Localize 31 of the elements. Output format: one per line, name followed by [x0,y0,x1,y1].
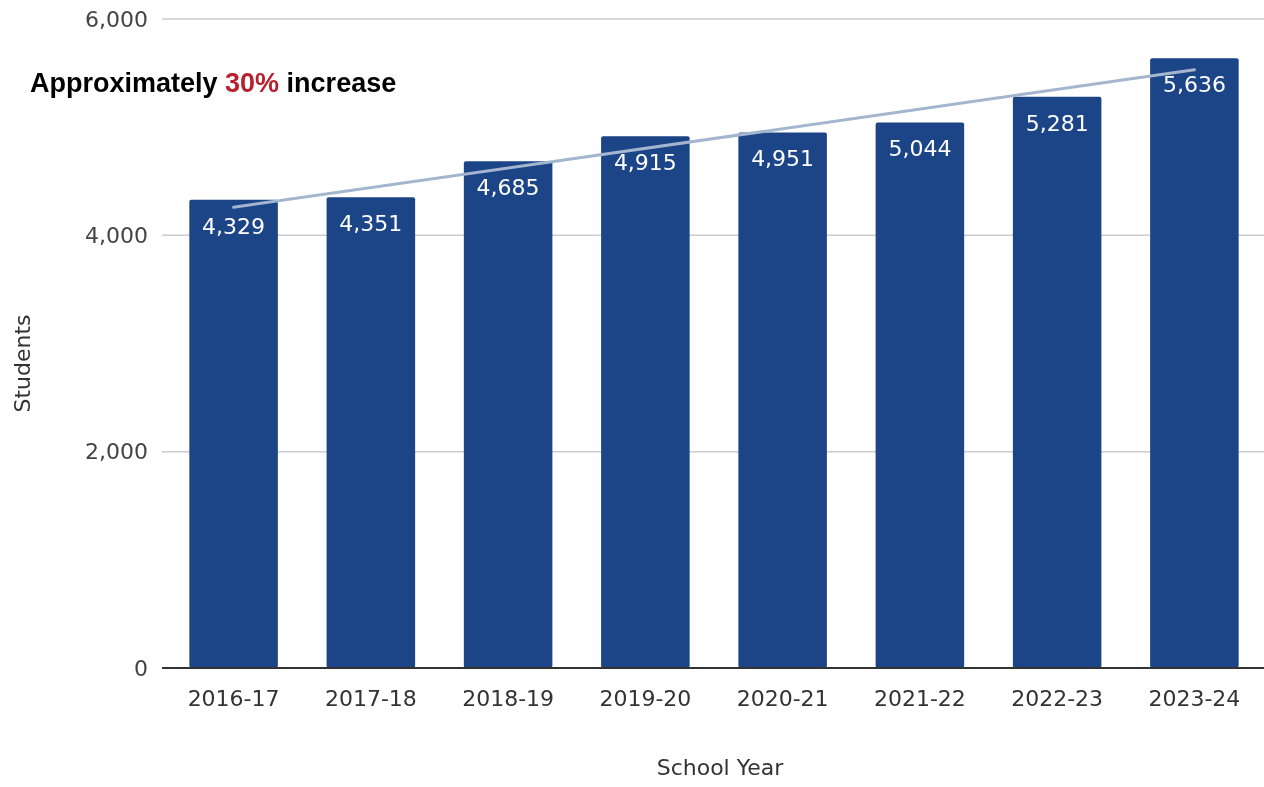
data-label: 4,685 [476,175,540,201]
bar [1012,96,1102,668]
bar [875,122,965,668]
y-axis-title: Students [10,314,35,413]
bar [326,197,416,668]
bar [1150,58,1239,668]
y-tick-label: 2,000 [85,439,148,465]
y-tick-label: 0 [134,655,148,681]
y-tick-label: 6,000 [85,6,148,32]
x-tick-label: 2017-18 [324,686,417,711]
x-tick-label: 2020-21 [736,686,829,711]
bar [189,199,278,668]
data-label: 5,044 [888,136,952,162]
data-label: 4,329 [202,213,266,239]
bar [463,161,553,668]
y-tick-label: 4,000 [85,223,148,249]
data-label: 5,636 [1162,72,1226,98]
data-label: 5,281 [1025,110,1089,136]
x-tick-label: 2019-20 [599,686,692,711]
bar [601,136,690,668]
data-label: 4,351 [339,211,403,237]
x-tick-label: 2018-19 [462,686,555,711]
data-label: 4,915 [613,150,677,176]
x-tick-label: 2016-17 [187,686,280,711]
x-tick-label: 2021-22 [873,686,966,711]
x-tick-label: 2022-23 [1011,686,1104,711]
annotation: Approximately 30% increase [30,68,397,98]
x-tick-label: 2023-24 [1148,686,1241,711]
bar [738,132,827,668]
x-axis-title: School Year [656,755,785,780]
data-label: 4,951 [751,146,815,172]
